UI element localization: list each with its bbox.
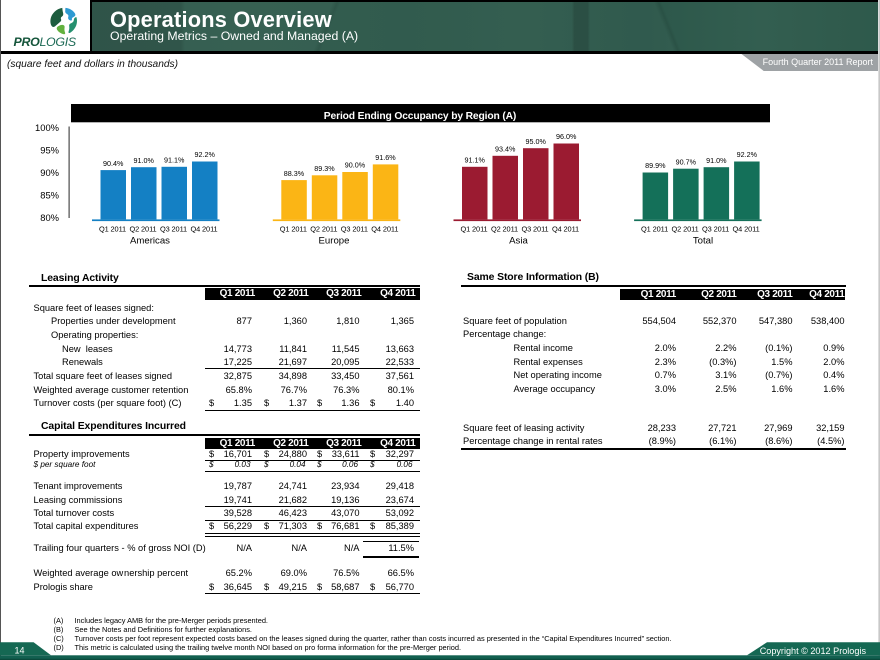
svg-text:Q1 2011: Q1 2011 (99, 224, 126, 233)
svg-text:14: 14 (14, 646, 24, 656)
svg-text:Q2 2011: Q2 2011 (672, 224, 699, 233)
svg-text:Q3 2011: Q3 2011 (341, 224, 368, 233)
svg-text:Q2 2011: Q2 2011 (129, 224, 156, 233)
svg-text:89.3%: 89.3% (314, 164, 335, 173)
svg-text:95.0%: 95.0% (526, 137, 547, 146)
svg-text:Q4 2011: Q4 2011 (190, 224, 217, 233)
svg-text:Europe: Europe (319, 235, 350, 246)
svg-text:Americas: Americas (130, 235, 170, 246)
svg-text:Q1 2011: Q1 2011 (641, 224, 668, 233)
svg-text:91.1%: 91.1% (465, 156, 486, 165)
svg-text:Copyright © 2012 Prologis: Copyright © 2012 Prologis (760, 646, 867, 656)
svg-text:Q1 2011: Q1 2011 (280, 224, 307, 233)
svg-text:91.1%: 91.1% (164, 156, 185, 165)
svg-text:Q2 2011: Q2 2011 (310, 224, 337, 233)
svg-text:91.6%: 91.6% (375, 153, 396, 162)
svg-text:91.0%: 91.0% (134, 156, 155, 165)
svg-text:100%: 100% (35, 122, 59, 133)
svg-text:85%: 85% (40, 190, 59, 201)
svg-text:Q4 2011: Q4 2011 (371, 224, 398, 233)
svg-text:90.4%: 90.4% (103, 159, 124, 168)
svg-text:89.9%: 89.9% (645, 161, 666, 170)
svg-text:91.0%: 91.0% (706, 156, 727, 165)
svg-text:92.2%: 92.2% (737, 150, 758, 159)
svg-text:Q2 2011: Q2 2011 (491, 224, 518, 233)
svg-text:90.7%: 90.7% (676, 157, 697, 166)
svg-text:93.4%: 93.4% (495, 145, 516, 154)
svg-text:92.2%: 92.2% (195, 150, 216, 159)
svg-text:80%: 80% (40, 212, 59, 223)
svg-text:95%: 95% (40, 145, 59, 156)
svg-text:Total: Total (693, 235, 713, 246)
svg-text:90.0%: 90.0% (345, 161, 366, 170)
svg-text:Q3 2011: Q3 2011 (702, 224, 729, 233)
svg-text:Q3 2011: Q3 2011 (160, 224, 187, 233)
svg-text:Q4 2011: Q4 2011 (733, 224, 760, 233)
svg-text:Asia: Asia (509, 235, 528, 246)
svg-text:Q4 2011: Q4 2011 (552, 224, 579, 233)
svg-text:Period Ending Occupancy by Re: Period Ending Occupancy by Region (A) (324, 111, 516, 122)
svg-text:Q3 2011: Q3 2011 (521, 224, 548, 233)
svg-text:88.3%: 88.3% (284, 169, 305, 178)
svg-text:Q1 2011: Q1 2011 (460, 224, 487, 233)
svg-text:96.0%: 96.0% (556, 132, 577, 141)
svg-text:90%: 90% (40, 167, 59, 178)
